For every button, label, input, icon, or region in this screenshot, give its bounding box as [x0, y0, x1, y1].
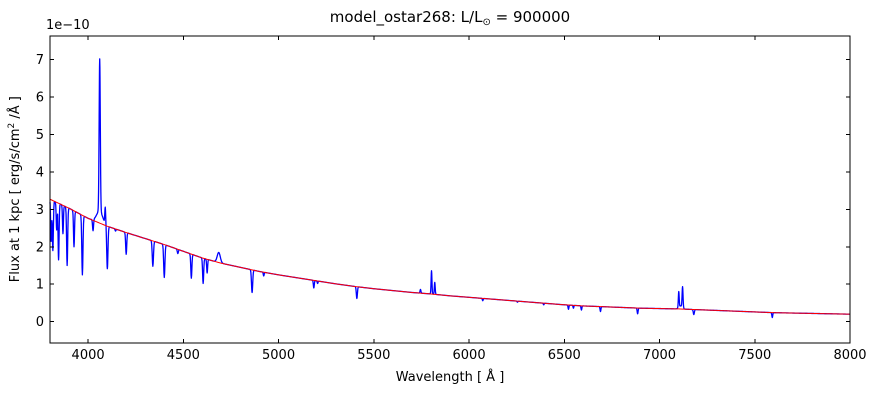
y-axis-label-unit: /Å ] — [8, 96, 24, 124]
plot-title-prefix: model_ostar268: L/L — [329, 8, 483, 26]
plot-title: model_ostar268: L/L⊙ = 900000 — [50, 8, 850, 28]
plot-frame — [49, 35, 851, 344]
spectrum-line — [49, 58, 851, 319]
x-tick-label: 5000 — [262, 348, 295, 363]
x-tick-label: 6000 — [453, 348, 486, 363]
y-tick-label: 7 — [36, 53, 44, 68]
x-axis-label: Wavelength [ Å ] — [395, 370, 505, 385]
sun-symbol-subscript: ⊙ — [482, 17, 491, 28]
x-tick-label: 7500 — [738, 348, 771, 363]
y-tick-label: 1 — [36, 278, 44, 293]
y-axis-label: Flux at 1 kpc [ erg/s/cm2 /Å ] — [7, 96, 23, 282]
x-tick-label: 8000 — [833, 348, 866, 363]
y-axis-offset-label: 1e−10 — [46, 18, 90, 33]
x-tick-label: 5500 — [357, 348, 390, 363]
x-tick-label: 6500 — [548, 348, 581, 363]
y-tick-label: 4 — [36, 165, 44, 180]
y-axis-label-text: Flux at 1 kpc [ erg/s/cm — [8, 128, 24, 283]
continuum-fit-line — [49, 198, 851, 315]
y-tick-label: 6 — [36, 91, 44, 106]
plot-title-suffix: = 900000 — [490, 8, 571, 26]
y-axis-label-superscript: 2 — [6, 123, 17, 129]
x-tick-label: 7000 — [643, 348, 676, 363]
y-tick-label: 2 — [36, 240, 44, 255]
x-tick-label: 4000 — [72, 348, 105, 363]
x-tick-label: 4500 — [167, 348, 200, 363]
y-tick-label: 0 — [36, 315, 44, 330]
y-tick-label: 5 — [36, 128, 44, 143]
y-axis-label-container: Flux at 1 kpc [ erg/s/cm2 /Å ] — [0, 36, 30, 343]
y-tick-label: 3 — [36, 203, 44, 218]
